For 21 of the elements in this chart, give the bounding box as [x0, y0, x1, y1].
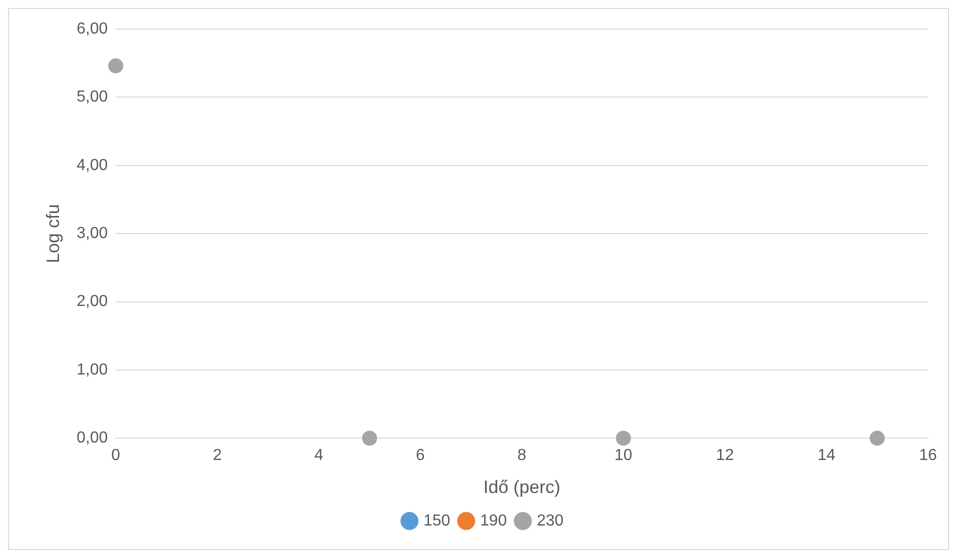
x-tick-label: 10 [614, 447, 632, 464]
x-tick-label: 2 [212, 447, 222, 464]
legend-label: 230 [536, 512, 564, 530]
y-tick-label: 1,00 [76, 361, 108, 378]
legend-label: 150 [423, 512, 450, 530]
y-tick-label: 3,00 [76, 225, 108, 242]
x-tick-label: 14 [818, 447, 836, 464]
y-tick-label: 2,00 [76, 293, 108, 310]
legend-label: 190 [480, 512, 507, 530]
y-axis-title: Log cfu [42, 204, 63, 264]
x-tick-label: 16 [919, 447, 937, 464]
x-tick-label: 4 [314, 447, 324, 464]
x-tick-label: 8 [517, 447, 526, 464]
x-tick-label: 0 [111, 447, 120, 464]
x-tick-label: 6 [416, 447, 425, 464]
x-axis-title: Idő (perc) [483, 477, 560, 498]
y-tick-label: 4,00 [76, 156, 108, 174]
x-tick-label: 12 [716, 447, 734, 464]
y-tick-label: 6,00 [76, 20, 108, 38]
y-tick-label: 0,00 [76, 430, 108, 447]
y-tick-label: 5,00 [76, 88, 108, 106]
